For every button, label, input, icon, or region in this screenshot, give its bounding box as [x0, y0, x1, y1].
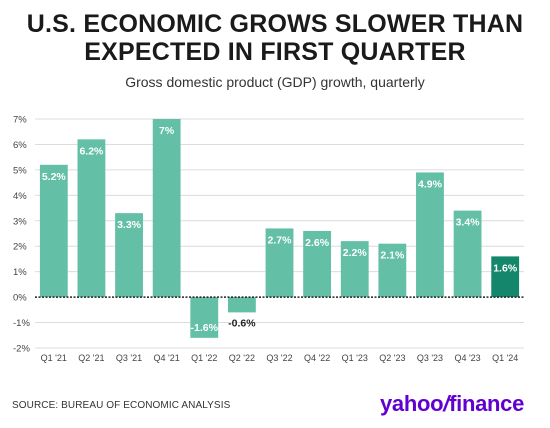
- bar: [378, 243, 407, 298]
- y-axis-tick-labels: -2% -1% 0% 1% 2% 3% 4% 5% 6% 7%: [13, 115, 30, 355]
- bar: [39, 164, 68, 298]
- bar: [340, 241, 369, 298]
- x-tick-label: Q3 '22: [266, 353, 292, 363]
- bar: [265, 228, 294, 298]
- x-tick-label: Q2 '21: [78, 353, 104, 363]
- x-tick-label: Q2 '23: [379, 353, 405, 363]
- bar-value-label: 4.9%: [418, 178, 443, 190]
- bar: [152, 119, 181, 298]
- bar-value-label: 1.6%: [493, 262, 518, 274]
- gdp-bar-chart: 5.2% 6.2% 3.3% 7% -1.6% -0.6% 2.7% 2.6% 2.2% 2.1%…: [13, 115, 524, 363]
- chart-title-line-1: U.S. ECONOMIC GROWS SLOWER THAN: [26, 10, 524, 38]
- bar: [491, 256, 520, 298]
- y-tick-label: 2%: [13, 242, 27, 253]
- chart-title: U.S. ECONOMIC GROWS SLOWER THAN EXPECTED…: [0, 10, 550, 66]
- brand-yahoo: yahoo: [380, 391, 444, 416]
- bar: [303, 230, 332, 298]
- x-axis-tick-labels: Q1 '21 Q2 '21 Q3 '21 Q4 '21 Q1 '22 Q2 '22 Q3 '…: [41, 353, 519, 363]
- bar-value-label: 5.2%: [42, 171, 67, 183]
- x-tick-label: Q4 '21: [154, 353, 180, 363]
- bar: [77, 139, 106, 298]
- x-tick-label: Q1 '24: [492, 353, 518, 363]
- bar-value-label: 2.1%: [380, 250, 405, 262]
- bar-value-label: 3.3%: [117, 219, 142, 231]
- y-tick-label: 7%: [13, 115, 27, 126]
- y-tick-label: 3%: [13, 216, 27, 227]
- chart-title-line-2: EXPECTED IN FIRST QUARTER: [84, 38, 466, 66]
- y-tick-label: 5%: [13, 165, 27, 176]
- bar: [227, 297, 256, 313]
- bar-value-label: 6.2%: [79, 145, 104, 157]
- y-tick-label: 4%: [13, 191, 27, 202]
- bars: [39, 119, 520, 338]
- y-tick-label: -1%: [13, 318, 30, 329]
- source-note: SOURCE: BUREAU OF ECONOMIC ANALYSIS: [12, 400, 231, 411]
- chart-subtitle: Gross domestic product (GDP) growth, qua…: [125, 74, 425, 90]
- bar: [190, 297, 219, 338]
- brand-slash: /: [443, 391, 450, 416]
- x-tick-label: Q2 '22: [229, 353, 255, 363]
- x-tick-label: Q4 '22: [304, 353, 330, 363]
- bar-value-label: 2.2%: [343, 247, 368, 259]
- x-tick-label: Q1 '23: [342, 353, 368, 363]
- bar-value-label: 2.7%: [268, 234, 293, 246]
- bar: [115, 213, 143, 298]
- x-tick-label: Q4 '23: [454, 353, 480, 363]
- x-tick-label: Q3 '21: [116, 353, 142, 363]
- y-tick-label: -2%: [13, 344, 30, 355]
- y-tick-label: 1%: [13, 267, 27, 278]
- x-tick-label: Q3 '23: [417, 353, 443, 363]
- y-tick-label: 6%: [13, 140, 27, 151]
- bar-value-label: 3.4%: [456, 217, 481, 229]
- bar-value-label: -0.6%: [228, 317, 256, 329]
- brand-finance: finance: [449, 391, 525, 416]
- bar: [416, 172, 444, 298]
- value-labels: 5.2% 6.2% 3.3% 7% -1.6% -0.6% 2.7% 2.6% 2.2% 2.1%…: [42, 125, 518, 334]
- bar-value-label: 7%: [159, 125, 175, 137]
- x-tick-label: Q1 '22: [191, 353, 217, 363]
- bar: [453, 210, 482, 298]
- yahoo-finance-logo: yahoo/finance: [380, 391, 524, 417]
- bar-value-label: 2.6%: [305, 237, 330, 249]
- y-tick-label: 0%: [13, 293, 27, 304]
- x-tick-label: Q1 '21: [41, 353, 67, 363]
- bar-value-label: -1.6%: [191, 322, 219, 334]
